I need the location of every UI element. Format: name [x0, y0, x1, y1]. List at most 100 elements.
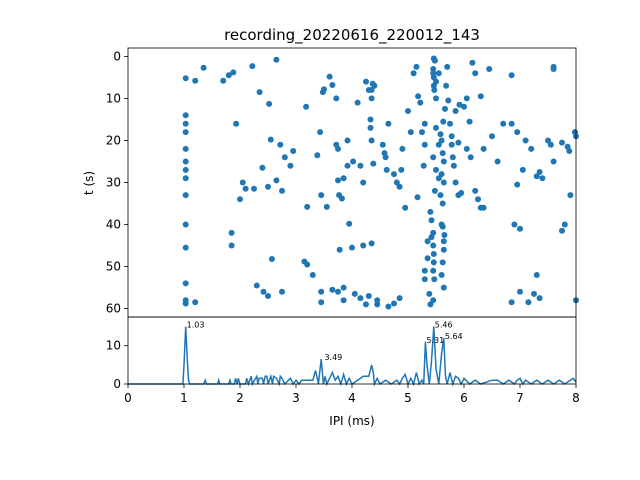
scatter-point	[431, 187, 438, 194]
scatter-point	[467, 154, 474, 161]
scatter-point	[273, 177, 280, 184]
scatter-point	[405, 108, 411, 114]
scatter-y-tick-label: 20	[106, 133, 121, 147]
histogram-x-tick-label: 6	[460, 391, 468, 405]
scatter-point	[428, 234, 435, 241]
scatter-point	[318, 299, 325, 306]
scatter-point	[233, 120, 240, 127]
scatter-point	[536, 169, 543, 175]
scatter-point	[182, 192, 189, 199]
scatter-point	[350, 158, 357, 165]
scatter-point	[417, 99, 424, 106]
scatter-point	[287, 162, 294, 169]
scatter-point	[440, 246, 447, 253]
scatter-point	[426, 290, 433, 297]
scatter-point	[444, 63, 451, 70]
scatter-point	[268, 256, 275, 262]
scatter-point	[346, 220, 353, 227]
scatter-point	[200, 64, 207, 71]
scatter-point	[367, 116, 374, 123]
scatter-point	[514, 181, 521, 188]
scatter-point	[427, 208, 434, 215]
scatter-point	[508, 299, 515, 306]
scatter-point	[260, 288, 267, 295]
scatter-point	[182, 175, 189, 182]
scatter-point	[428, 217, 435, 224]
scatter-point	[433, 95, 439, 102]
scatter-point	[192, 299, 199, 306]
scatter-point	[277, 141, 284, 148]
scatter-point	[182, 221, 189, 228]
scatter-point	[410, 70, 417, 77]
scatter-point	[335, 177, 341, 184]
scatter-point	[228, 242, 235, 249]
histogram-x-tick-label: 1	[180, 391, 188, 405]
histogram-y-ticks: 0 10	[106, 339, 128, 391]
scatter-point	[430, 251, 437, 257]
scatter-point	[335, 145, 341, 152]
scatter-point	[413, 63, 420, 70]
scatter-point	[430, 70, 437, 77]
scatter-point	[415, 93, 422, 100]
scatter-points	[182, 55, 579, 310]
scatter-point	[477, 93, 484, 100]
histogram-x-label: IPI (ms)	[329, 414, 374, 428]
scatter-point	[182, 300, 189, 307]
scatter-point	[351, 290, 358, 297]
scatter-point	[550, 66, 557, 72]
scatter-point	[383, 166, 390, 173]
scatter-title: recording_20220616_220012_143	[224, 26, 480, 45]
scatter-point	[463, 145, 470, 152]
scatter-point	[220, 77, 227, 84]
scatter-point	[354, 99, 361, 106]
scatter-panel: 0 10 20 30 40 50 60 t (s)	[82, 47, 579, 318]
scatter-point	[365, 293, 372, 299]
scatter-point	[398, 166, 405, 173]
histogram-y-tick-label: 0	[113, 377, 121, 391]
scatter-y-tick-label: 60	[106, 302, 121, 316]
scatter-point	[431, 276, 438, 283]
scatter-point	[251, 185, 257, 192]
scatter-point	[567, 192, 574, 199]
scatter-point	[360, 242, 367, 249]
scatter-point	[379, 141, 386, 148]
scatter-point	[374, 301, 381, 308]
scatter-point	[550, 158, 557, 165]
scatter-point	[367, 124, 374, 131]
scatter-point	[182, 158, 189, 165]
scatter-point	[440, 238, 447, 245]
scatter-point	[480, 145, 487, 152]
scatter-point	[228, 229, 235, 236]
scatter-point	[374, 297, 381, 304]
scatter-point	[469, 59, 476, 66]
scatter-point	[433, 166, 439, 173]
scatter-point	[536, 295, 543, 302]
scatter-point	[508, 72, 515, 79]
scatter-point	[314, 152, 321, 159]
scatter-point	[424, 255, 431, 262]
scatter-point	[381, 150, 388, 157]
scatter-point	[442, 105, 448, 112]
scatter-point	[279, 288, 285, 295]
scatter-point	[182, 166, 189, 173]
scatter-point	[256, 89, 263, 96]
scatter-point	[456, 101, 463, 108]
scatter-point	[486, 66, 493, 72]
scatter-point	[461, 103, 467, 110]
scatter-point	[357, 295, 364, 302]
scatter-point	[182, 280, 189, 287]
scatter-point	[430, 66, 437, 72]
scatter-point	[182, 112, 189, 119]
scatter-point	[559, 227, 565, 234]
scatter-point	[421, 276, 428, 283]
histogram-x-tick-label: 3	[292, 391, 300, 405]
scatter-y-tick-label: 10	[106, 91, 121, 105]
histogram-x-tick-label: 5	[404, 391, 412, 405]
scatter-point	[225, 72, 232, 79]
histogram-x-tick-label: 4	[348, 391, 356, 405]
scatter-point	[396, 183, 403, 190]
scatter-point	[182, 120, 189, 127]
scatter-point	[368, 240, 375, 247]
